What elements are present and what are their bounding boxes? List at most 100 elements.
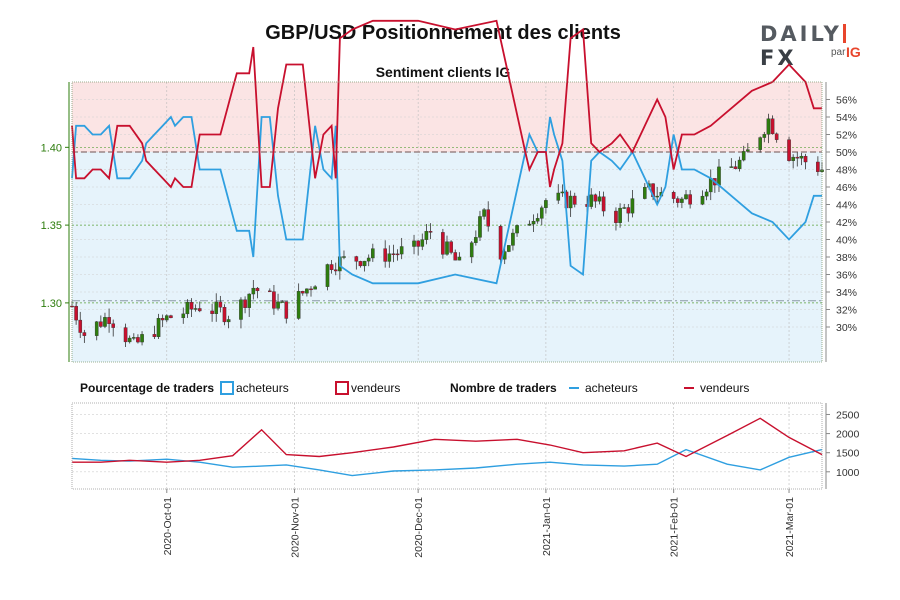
candle-body: [671, 192, 676, 199]
candle-body: [305, 288, 309, 294]
candle-body: [498, 226, 503, 260]
candle-body: [387, 253, 392, 262]
count-tick-label: 1500: [836, 448, 860, 460]
candle-body: [441, 232, 445, 255]
x-tick-label: 2020-Oct-01: [162, 497, 174, 556]
candle-body: [181, 313, 186, 319]
candle-body: [539, 207, 544, 219]
candle-body: [428, 231, 433, 233]
pct-tick-label: 38%: [836, 252, 857, 264]
candle-body: [111, 323, 116, 328]
candle-body: [313, 286, 317, 290]
candle-body: [210, 310, 214, 314]
candle-body: [354, 256, 359, 262]
candle-body: [614, 210, 618, 223]
candle-body: [82, 332, 87, 336]
pct-line-buyers: [71, 115, 822, 285]
legend-count-buyers: acheteurs: [585, 381, 638, 395]
legend-count-label: Nombre de traders: [450, 381, 557, 395]
candle-body: [284, 301, 289, 319]
count-line-sellers: [72, 417, 823, 463]
candle-body: [103, 317, 107, 327]
pct-tick-label: 32%: [836, 305, 857, 317]
candle-body: [474, 237, 478, 243]
candle-body: [799, 155, 804, 159]
price-tick-label: 1.35: [41, 220, 62, 232]
candle-body: [78, 319, 83, 333]
candle-body: [622, 207, 626, 209]
candle-body: [296, 291, 301, 319]
pct-tick-label: 56%: [836, 95, 857, 107]
candle-body: [169, 315, 173, 319]
logo-par: par: [831, 47, 846, 58]
candle-body: [309, 288, 313, 291]
candle-body: [420, 239, 425, 247]
candle-body: [189, 301, 194, 310]
pct-tick-label: 34%: [836, 287, 857, 299]
candle-body: [680, 198, 684, 203]
x-tick-label: 2021-Mar-01: [784, 497, 796, 557]
candle-body: [589, 194, 594, 207]
candle-body: [251, 287, 256, 295]
candle-body: [214, 301, 219, 314]
legend-pct-buyers: acheteurs: [236, 381, 289, 395]
candle-body: [766, 118, 771, 135]
candle-body: [729, 166, 734, 168]
x-tick-label: 2020-Dec-01: [413, 497, 425, 558]
logo-word-left: DAILY: [760, 22, 842, 46]
candle-body: [774, 133, 779, 140]
candle-body: [445, 241, 449, 255]
candle-body: [300, 291, 305, 294]
candle-body: [371, 248, 375, 259]
candle-body: [535, 218, 540, 222]
candle-body: [412, 240, 416, 247]
dailyfx-logo: DAILYFX par IG: [760, 22, 870, 70]
candle-body: [247, 293, 251, 308]
candle-body: [74, 305, 78, 321]
candle-body: [531, 220, 536, 225]
candle-body: [737, 159, 742, 169]
candle-body: [626, 207, 631, 214]
candle-body: [185, 301, 190, 315]
candle-body: [572, 195, 577, 205]
candle-body: [544, 200, 548, 208]
candle-body: [486, 209, 491, 227]
candle-body: [218, 301, 223, 308]
count-tick-label: 2000: [836, 429, 860, 441]
count-tick-label: 1000: [836, 467, 860, 479]
upper-plot-frame: [71, 81, 823, 363]
candle-body: [255, 287, 260, 292]
legend-count-sellers-swatch: [684, 387, 694, 389]
pct-tick-label: 30%: [836, 322, 857, 334]
chart-title: GBP/USD Positionnement des clients: [265, 22, 621, 44]
x-tick-label: 2021-Jan-01: [541, 497, 553, 556]
candle-body: [527, 223, 532, 226]
candle-body: [597, 196, 602, 202]
candle-body: [99, 321, 103, 327]
candle-body: [164, 315, 169, 321]
chart-subtitle: Sentiment clients IG: [375, 64, 511, 80]
x-tick-label: 2021-Feb-01: [669, 497, 681, 557]
legend-pct-sellers: vendeurs: [351, 381, 401, 395]
candle-body: [416, 240, 420, 247]
pct-tick-label: 44%: [836, 200, 857, 212]
pct-tick-label: 54%: [836, 112, 857, 124]
candle-body: [127, 337, 132, 343]
count-tick-label: 2500: [836, 409, 860, 421]
price-tick-label: 1.30: [41, 298, 62, 310]
candle-body: [675, 198, 680, 203]
candle-body: [152, 334, 157, 337]
candle-body: [94, 321, 99, 336]
candle-body: [329, 264, 334, 270]
candle-body: [762, 134, 767, 138]
candle-body: [482, 209, 486, 217]
candle-body: [556, 192, 561, 201]
logo-bar-icon: [842, 24, 846, 43]
candles: [70, 113, 824, 348]
x-tick-label: 2020-Nov-01: [290, 497, 302, 558]
price-tick-label: 1.40: [41, 142, 62, 154]
candle-body: [107, 317, 111, 324]
candle-body: [70, 305, 74, 308]
candle-body: [511, 232, 515, 246]
candle-body: [560, 191, 565, 194]
